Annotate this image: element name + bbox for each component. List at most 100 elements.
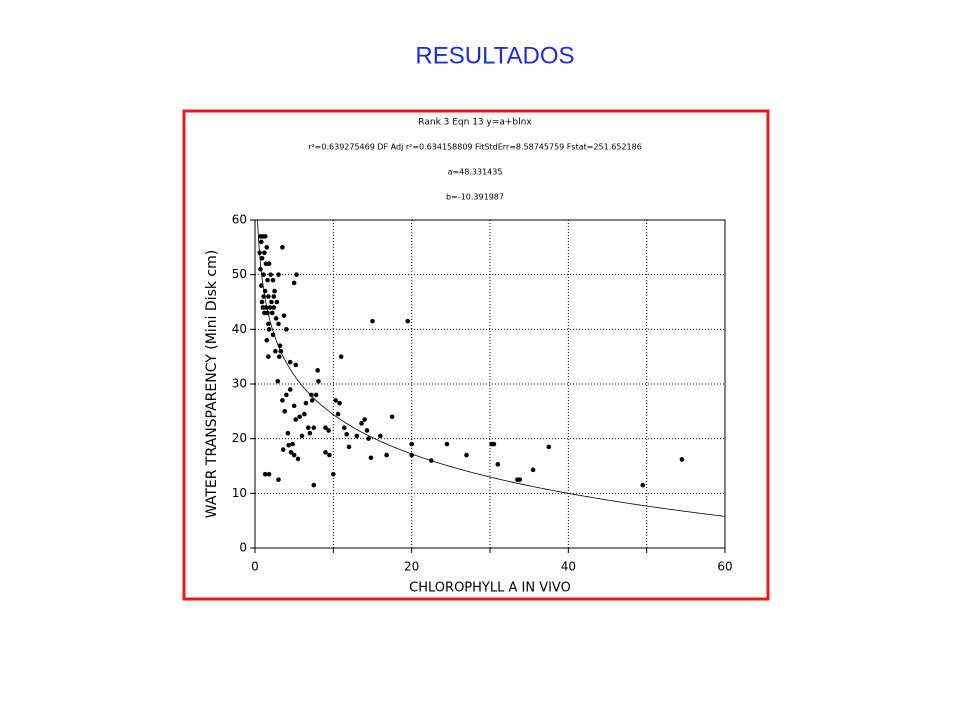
data-point xyxy=(302,411,307,417)
data-point xyxy=(378,433,383,439)
data-point xyxy=(276,354,282,359)
data-point xyxy=(370,318,375,324)
data-point xyxy=(368,455,374,461)
data-point xyxy=(288,450,294,455)
y-tick-label: 40 xyxy=(232,322,247,336)
data-point xyxy=(280,447,286,452)
data-point xyxy=(323,425,328,431)
data-point xyxy=(274,299,280,305)
data-point xyxy=(261,294,266,299)
data-point xyxy=(364,428,370,433)
data-point xyxy=(268,272,273,277)
data-point xyxy=(262,250,267,256)
data-point xyxy=(307,430,313,436)
header-line: r²=0.639275469 DF Adj r²=0.634158809 Fit… xyxy=(308,143,642,152)
data-point xyxy=(272,288,277,294)
data-point xyxy=(299,433,305,439)
data-point xyxy=(281,313,287,318)
y-axis-label: WATER TRANSPARENCY (Mini Disk cm) xyxy=(204,250,220,518)
data-point xyxy=(313,392,319,398)
data-point xyxy=(291,403,297,409)
data-point xyxy=(291,280,297,286)
data-point xyxy=(275,378,281,384)
data-point xyxy=(327,452,332,458)
y-tick-label: 10 xyxy=(232,486,247,500)
data-point xyxy=(277,343,283,349)
data-point xyxy=(323,450,328,455)
data-point xyxy=(258,283,264,288)
data-point xyxy=(264,245,270,250)
data-point xyxy=(266,261,272,267)
data-point xyxy=(344,431,349,437)
data-point xyxy=(517,477,523,482)
data-point xyxy=(294,272,299,277)
data-point xyxy=(409,441,414,447)
data-point xyxy=(262,288,268,294)
data-point xyxy=(311,425,317,431)
data-point xyxy=(326,428,331,433)
data-point xyxy=(293,362,299,368)
data-point xyxy=(285,430,291,436)
data-point xyxy=(309,398,315,403)
data-point xyxy=(335,411,341,417)
data-point xyxy=(269,299,274,305)
data-point xyxy=(291,452,297,458)
data-point xyxy=(286,442,291,448)
data-point xyxy=(270,332,276,338)
data-point xyxy=(265,277,270,283)
x-tick-label: 40 xyxy=(561,560,576,574)
data-point xyxy=(409,452,414,458)
x-tick-label: 20 xyxy=(404,560,419,574)
y-tick-label: 60 xyxy=(232,213,247,227)
data-point xyxy=(287,359,293,365)
data-point xyxy=(287,387,293,392)
data-point xyxy=(267,305,273,310)
data-point xyxy=(464,452,469,458)
data-point xyxy=(259,255,265,261)
chart-border xyxy=(182,109,770,601)
data-point xyxy=(261,272,266,277)
data-point xyxy=(266,471,272,477)
fit-b: b=-10.391987 xyxy=(446,193,504,202)
data-point xyxy=(284,392,289,398)
data-point xyxy=(444,441,450,447)
x-tick-label: 60 xyxy=(717,560,732,574)
data-point xyxy=(284,327,289,332)
data-point xyxy=(280,245,285,250)
data-point xyxy=(331,471,336,477)
data-point xyxy=(315,368,320,373)
data-point xyxy=(271,294,277,299)
data-point xyxy=(495,462,501,467)
data-point xyxy=(271,305,277,310)
slide-title: RESULTADOS xyxy=(415,42,574,69)
fit-curve xyxy=(257,220,726,517)
data-point xyxy=(342,425,347,431)
data-point xyxy=(297,414,302,420)
data-point xyxy=(366,436,371,441)
data-point xyxy=(359,421,364,426)
data-point xyxy=(491,441,497,447)
data-point xyxy=(258,266,263,272)
data-point xyxy=(346,444,352,450)
data-point xyxy=(384,452,389,458)
data-point xyxy=(259,299,265,305)
data-point xyxy=(303,400,309,406)
y-tick-label: 20 xyxy=(232,431,247,445)
data-point xyxy=(266,294,271,299)
data-point xyxy=(266,354,271,359)
data-point xyxy=(258,239,264,245)
data-point xyxy=(262,234,268,239)
x-tick-label: 0 xyxy=(251,560,259,574)
data-point xyxy=(290,441,295,447)
data-point xyxy=(265,310,270,316)
data-point xyxy=(640,482,646,488)
data-point xyxy=(273,316,279,321)
data-point xyxy=(405,318,411,324)
data-point xyxy=(679,457,685,462)
data-point xyxy=(309,392,314,398)
data-point xyxy=(257,250,263,256)
data-point xyxy=(269,310,275,316)
data-point xyxy=(262,471,268,477)
